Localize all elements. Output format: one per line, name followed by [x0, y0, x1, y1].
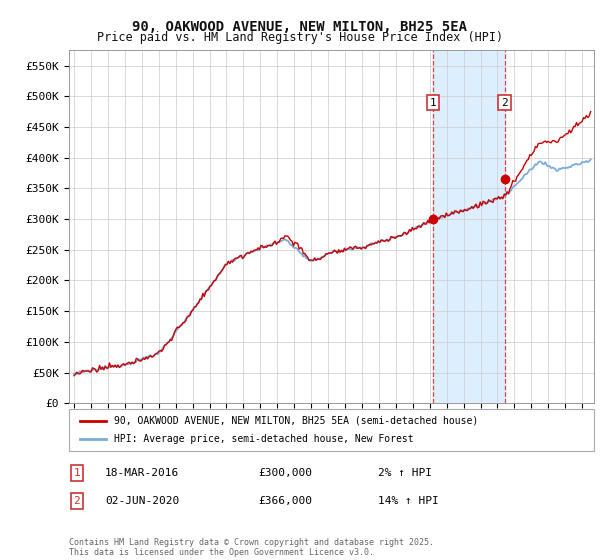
Text: 02-JUN-2020: 02-JUN-2020: [105, 496, 179, 506]
Bar: [433, 50, 505, 403]
Text: 1: 1: [430, 97, 437, 108]
Text: Contains HM Land Registry data © Crown copyright and database right 2025.
This d: Contains HM Land Registry data © Crown c…: [69, 538, 434, 557]
Text: £300,000: £300,000: [258, 468, 312, 478]
Text: 2: 2: [501, 97, 508, 108]
FancyBboxPatch shape: [69, 409, 594, 451]
Text: 2: 2: [73, 496, 80, 506]
Text: £366,000: £366,000: [258, 496, 312, 506]
Text: 1: 1: [73, 468, 80, 478]
Text: 90, OAKWOOD AVENUE, NEW MILTON, BH25 5EA (semi-detached house): 90, OAKWOOD AVENUE, NEW MILTON, BH25 5EA…: [113, 416, 478, 426]
Text: 2% ↑ HPI: 2% ↑ HPI: [378, 468, 432, 478]
Text: 14% ↑ HPI: 14% ↑ HPI: [378, 496, 439, 506]
Text: HPI: Average price, semi-detached house, New Forest: HPI: Average price, semi-detached house,…: [113, 434, 413, 444]
Text: 18-MAR-2016: 18-MAR-2016: [105, 468, 179, 478]
Text: Price paid vs. HM Land Registry's House Price Index (HPI): Price paid vs. HM Land Registry's House …: [97, 31, 503, 44]
Text: 90, OAKWOOD AVENUE, NEW MILTON, BH25 5EA: 90, OAKWOOD AVENUE, NEW MILTON, BH25 5EA: [133, 20, 467, 34]
